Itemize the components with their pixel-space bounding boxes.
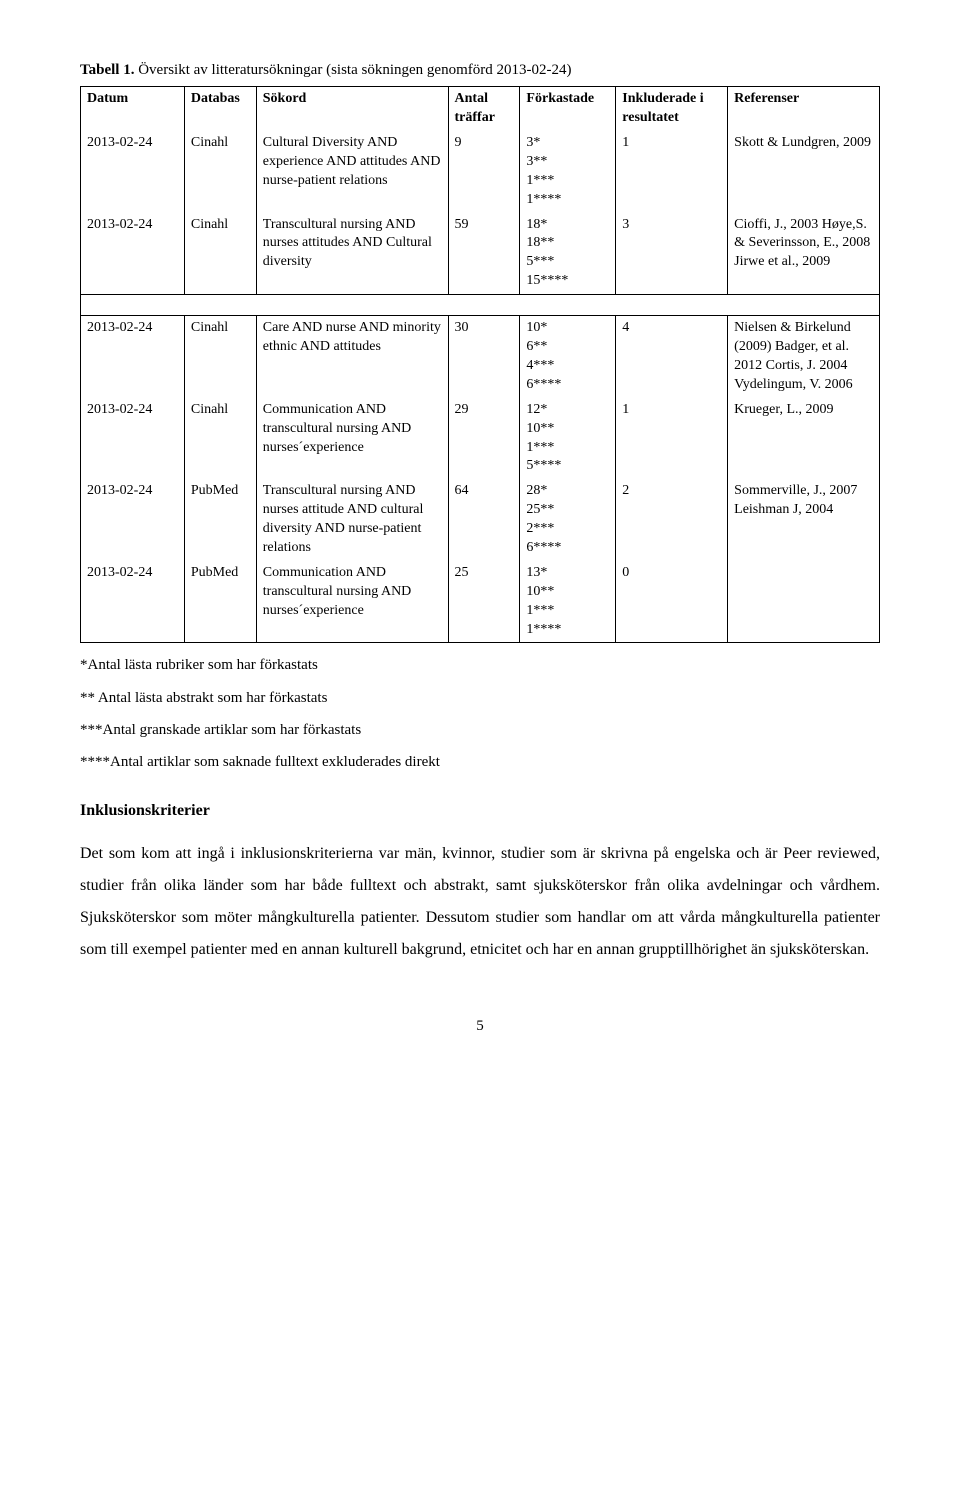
cell-hits: 59	[448, 213, 520, 295]
table-row: 2013-02-24CinahlTranscultural nursing AN…	[81, 213, 880, 295]
cell-hits: 29	[448, 398, 520, 480]
table-title-rest: Översikt av litteratursökningar (sista s…	[134, 62, 571, 78]
footnotes: *Antal lästa rubriker som har förkastats…	[80, 655, 880, 772]
col-refs: Referenser	[728, 87, 880, 131]
cell-db: PubMed	[184, 561, 256, 643]
cell-rejected: 12*10**1***5****	[520, 398, 616, 480]
cell-refs	[728, 561, 880, 643]
col-rejected: Förkastade	[520, 87, 616, 131]
cell-refs: Cioffi, J., 2003 Høye,S. & Severinsson, …	[728, 213, 880, 295]
col-db: Databas	[184, 87, 256, 131]
cell-date: 2013-02-24	[81, 561, 185, 643]
col-date: Datum	[81, 87, 185, 131]
cell-db: Cinahl	[184, 316, 256, 398]
section-heading: Inklusionskriterier	[80, 800, 880, 822]
cell-included: 3	[616, 213, 728, 295]
cell-db: PubMed	[184, 479, 256, 561]
body-paragraph: Det som kom att ingå i inklusionskriteri…	[80, 838, 880, 966]
cell-included: 1	[616, 398, 728, 480]
cell-rejected: 18*18**5***15****	[520, 213, 616, 295]
table-row: 2013-02-24CinahlCare AND nurse AND minor…	[81, 316, 880, 398]
cell-rejected: 28*25**2***6****	[520, 479, 616, 561]
literature-search-table: Datum Databas Sökord Antal träffar Förka…	[80, 86, 880, 643]
table-title: Tabell 1. Översikt av litteratursökninga…	[80, 60, 880, 80]
col-hits: Antal träffar	[448, 87, 520, 131]
table-row: 2013-02-24CinahlCultural Diversity AND e…	[81, 131, 880, 213]
table-title-bold: Tabell 1.	[80, 62, 134, 78]
cell-included: 0	[616, 561, 728, 643]
cell-rejected: 10*6**4***6****	[520, 316, 616, 398]
cell-terms: Transcultural nursing AND nurses attitud…	[256, 479, 448, 561]
cell-refs: Skott & Lundgren, 2009	[728, 131, 880, 213]
footnote-1: *Antal lästa rubriker som har förkastats	[80, 655, 880, 675]
cell-db: Cinahl	[184, 398, 256, 480]
cell-rejected: 13*10**1***1****	[520, 561, 616, 643]
col-included: Inkluderade i resultatet	[616, 87, 728, 131]
cell-date: 2013-02-24	[81, 398, 185, 480]
cell-refs: Nielsen & Birkelund (2009) Badger, et al…	[728, 316, 880, 398]
cell-hits: 64	[448, 479, 520, 561]
cell-hits: 30	[448, 316, 520, 398]
cell-terms: Communication AND transcultural nursing …	[256, 398, 448, 480]
cell-date: 2013-02-24	[81, 131, 185, 213]
cell-refs: Krueger, L., 2009	[728, 398, 880, 480]
cell-included: 2	[616, 479, 728, 561]
cell-date: 2013-02-24	[81, 316, 185, 398]
table-row: 2013-02-24CinahlCommunication AND transc…	[81, 398, 880, 480]
table-header-row: Datum Databas Sökord Antal träffar Förka…	[81, 87, 880, 131]
footnote-3: ***Antal granskade artiklar som har förk…	[80, 720, 880, 740]
cell-date: 2013-02-24	[81, 479, 185, 561]
cell-terms: Care AND nurse AND minority ethnic AND a…	[256, 316, 448, 398]
cell-included: 1	[616, 131, 728, 213]
cell-terms: Communication AND transcultural nursing …	[256, 561, 448, 643]
cell-date: 2013-02-24	[81, 213, 185, 295]
cell-terms: Cultural Diversity AND experience AND at…	[256, 131, 448, 213]
footnote-2: ** Antal lästa abstrakt som har förkasta…	[80, 688, 880, 708]
page-number: 5	[80, 1016, 880, 1036]
cell-rejected: 3*3**1***1****	[520, 131, 616, 213]
cell-hits: 25	[448, 561, 520, 643]
col-terms: Sökord	[256, 87, 448, 131]
table-gap-row	[81, 295, 880, 316]
cell-db: Cinahl	[184, 213, 256, 295]
table-row: 2013-02-24PubMedCommunication AND transc…	[81, 561, 880, 643]
cell-db: Cinahl	[184, 131, 256, 213]
footnote-4: ****Antal artiklar som saknade fulltext …	[80, 752, 880, 772]
cell-included: 4	[616, 316, 728, 398]
cell-terms: Transcultural nursing AND nurses attitud…	[256, 213, 448, 295]
table-row: 2013-02-24PubMedTranscultural nursing AN…	[81, 479, 880, 561]
cell-hits: 9	[448, 131, 520, 213]
cell-refs: Sommerville, J., 2007 Leishman J, 2004	[728, 479, 880, 561]
